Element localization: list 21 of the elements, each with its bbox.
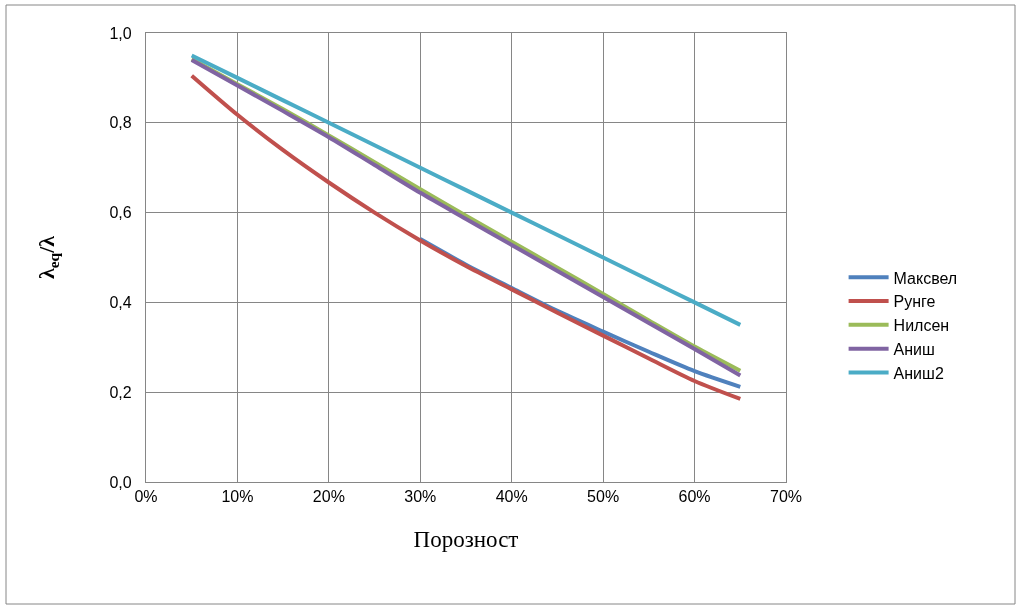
legend-label: Рунге [893,293,936,311]
y-tick-label: 0,8 [109,114,132,132]
x-tick-label: 60% [678,488,711,506]
y-tick-label: 0,2 [109,383,132,401]
legend-label: Аниш2 [893,364,944,382]
legend-label: Нилсен [893,317,950,335]
legend-label: Аниш [893,340,935,358]
legend-label: Максвел [893,269,958,287]
x-tick-label: 10% [221,488,254,506]
x-tick-label: 20% [312,488,345,506]
x-tick-label: 40% [495,488,528,506]
y-tick-label: 0,0 [109,473,132,491]
x-tick-label: 0% [134,488,158,506]
y-tick-label: 0,6 [109,204,132,222]
y-tick-label: 0,4 [109,294,132,311]
y-tick-label: 1,0 [109,24,132,42]
x-axis-title: Порозност [413,526,519,552]
line-series [189,53,743,327]
x-tick-label: 70% [769,488,803,506]
x-tick-label: 50% [587,488,620,506]
x-tick-label: 30% [404,488,437,506]
